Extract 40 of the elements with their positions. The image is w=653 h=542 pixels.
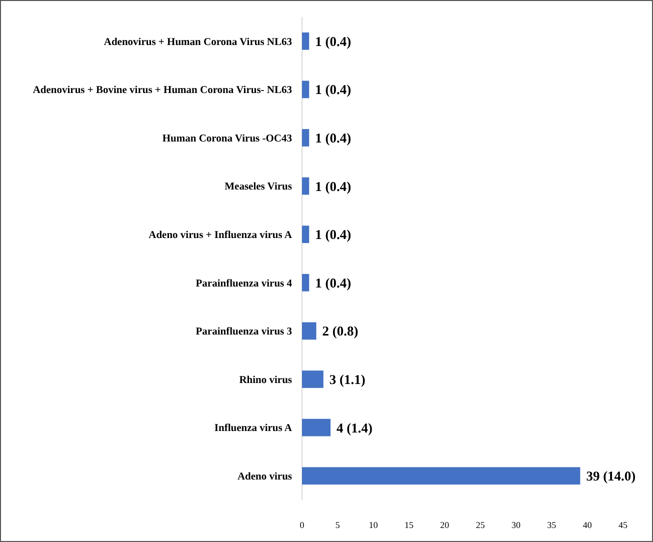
data-label: 4 (1.4) <box>336 420 373 436</box>
y-tick-label: Human Corona Virus -OC43 <box>162 133 292 144</box>
bar <box>302 80 310 98</box>
data-label: 1 (0.4) <box>315 275 352 290</box>
data-label: 2 (0.8) <box>322 324 358 339</box>
data-label: 39 (14.0) <box>586 468 636 484</box>
bar <box>302 177 310 195</box>
bar <box>302 226 310 244</box>
bar <box>302 370 324 388</box>
x-tick-label: 45 <box>618 520 628 530</box>
data-label: 1 (0.4) <box>315 130 352 146</box>
y-tick-label: Adeno virus <box>237 472 292 483</box>
bar <box>302 129 310 146</box>
x-tick-label: 30 <box>512 520 521 530</box>
x-tick-label: 20 <box>440 520 450 530</box>
data-label: 3 (1.1) <box>329 372 366 387</box>
bar <box>302 322 316 340</box>
data-label: 1 (0.4) <box>315 82 352 98</box>
x-tick-label: 5 <box>335 520 340 530</box>
x-tick-label: 35 <box>547 520 557 530</box>
y-tick-label: Influenza virus A <box>214 423 292 434</box>
y-tick-label: Adeno virus + Influenza virus A <box>148 230 292 242</box>
x-tick-label: 15 <box>404 520 414 530</box>
y-tick-label: Adenovirus + Bovine virus + Human Corona Virus- NL63 <box>32 85 292 96</box>
x-tick-label: 40 <box>582 520 592 530</box>
y-tick-label: Parainfluenza virus 3 <box>196 326 292 338</box>
y-tick-label: Rhino virus <box>239 374 292 386</box>
data-label: 1 (0.4) <box>315 34 352 49</box>
x-tick-label: 25 <box>476 520 486 530</box>
y-tick-label: Measeles Virus <box>224 182 292 193</box>
bar <box>302 274 310 292</box>
y-tick-label: Parainfluenza virus 4 <box>196 278 293 290</box>
y-tick-label: Adenovirus + Human Corona Virus NL63 <box>104 36 292 48</box>
bar <box>302 467 580 485</box>
x-tick-label: 0 <box>300 520 305 530</box>
data-label: 1 (0.4) <box>315 227 352 242</box>
data-label: 1 (0.4) <box>315 178 352 194</box>
bar <box>302 32 310 50</box>
bar <box>302 418 331 436</box>
x-tick-label: 10 <box>368 520 378 530</box>
